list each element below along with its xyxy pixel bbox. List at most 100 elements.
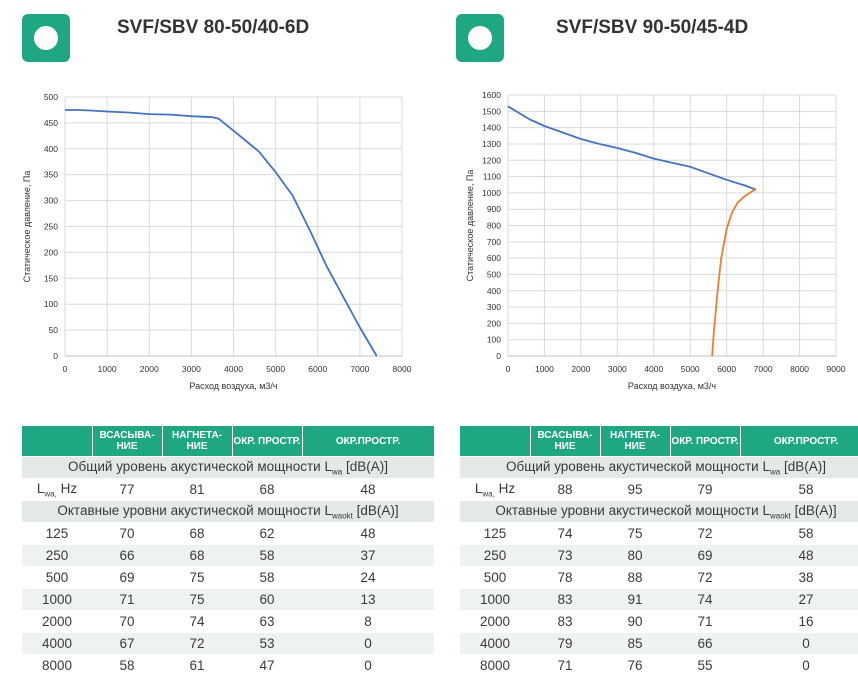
header-discharge: НАГНЕТА-НИЕ [162, 426, 233, 457]
table-row: 4000 79 85 66 0 [460, 632, 858, 655]
lwa-surroundings: 68 [232, 478, 302, 501]
cell: 75 [162, 588, 232, 611]
x-tick-label: 1000 [535, 364, 554, 374]
y-tick-label: 350 [44, 170, 58, 180]
freq: 250 [460, 544, 530, 567]
cell: 37 [302, 544, 434, 567]
header-surroundings: ОКР. ПРОСТР. [670, 426, 741, 457]
y-tick-label: 800 [487, 221, 501, 231]
table-header-row: ВСАСЫВА-НИЕ НАГНЕТА-НИЕ ОКР. ПРОСТР. ОКР… [460, 426, 858, 457]
freq: 500 [460, 566, 530, 589]
logo-icon [22, 14, 70, 62]
table-row: 2000 70 74 63 8 [22, 610, 434, 633]
cell: 74 [162, 610, 232, 633]
cell: 68 [162, 544, 232, 567]
y-tick-label: 0 [496, 351, 501, 361]
table-row: 8000 71 76 55 0 [460, 654, 858, 677]
y-tick-label: 0 [53, 351, 58, 361]
cell: 63 [232, 610, 302, 633]
freq: 8000 [460, 654, 530, 677]
cell: 13 [302, 588, 434, 611]
cell: 71 [92, 588, 162, 611]
y-tick-label: 250 [44, 222, 58, 232]
header-discharge: НАГНЕТА-НИЕ [600, 426, 671, 457]
x-tick-label: 3000 [608, 364, 627, 374]
y-tick-label: 200 [487, 318, 501, 328]
cell: 0 [302, 654, 434, 677]
total-label: Общий уровень акустической мощности Lwa … [460, 456, 858, 479]
cell: 61 [162, 654, 232, 677]
y-tick-label: 1400 [482, 123, 501, 133]
cell: 53 [232, 632, 302, 655]
freq: 2000 [460, 610, 530, 633]
cell: 58 [232, 544, 302, 567]
cell: 90 [600, 610, 670, 633]
table-row: Lwa, Hz 88 95 79 58 [460, 478, 858, 501]
freq: 500 [22, 566, 92, 589]
cell: 71 [530, 654, 600, 677]
cell: 71 [670, 610, 740, 633]
table-row: 500 69 75 58 24 [22, 566, 434, 589]
freq: 1000 [460, 588, 530, 611]
x-tick-label: 0 [63, 364, 68, 374]
x-tick-label: 8000 [393, 364, 412, 374]
x-tick-label: 5000 [681, 364, 700, 374]
y-tick-label: 500 [487, 269, 501, 279]
lwa-surroundings: 79 [670, 478, 740, 501]
cell: 72 [670, 522, 740, 545]
acoustic-table: ВСАСЫВА-НИЕ НАГНЕТА-НИЕ ОКР. ПРОСТР. ОКР… [460, 426, 858, 677]
x-tick-label: 1000 [98, 364, 117, 374]
y-tick-label: 400 [487, 286, 501, 296]
table-row: 125 70 68 62 48 [22, 522, 434, 545]
header-suction: ВСАСЫВА-НИЕ [530, 426, 601, 457]
cell: 80 [600, 544, 670, 567]
header-surroundings: ОКР. ПРОСТР. [232, 426, 303, 457]
table-row: 500 78 88 72 38 [460, 566, 858, 589]
x-axis-label: Расход воздуха, м3/ч [628, 381, 717, 391]
cell: 60 [232, 588, 302, 611]
y-tick-label: 900 [487, 204, 501, 214]
lwa-suction: 77 [92, 478, 162, 501]
cell: 58 [232, 566, 302, 589]
table-row: 250 66 68 58 37 [22, 544, 434, 567]
cell: 62 [232, 522, 302, 545]
cell: 58 [92, 654, 162, 677]
table-row: 1000 83 91 74 27 [460, 588, 858, 611]
freq: 125 [22, 522, 92, 545]
lwa-label: Lwa, Hz [22, 478, 92, 501]
y-tick-label: 700 [487, 237, 501, 247]
cell: 74 [670, 588, 740, 611]
x-tick-label: 2000 [140, 364, 159, 374]
panel-right: SVF/SBV 90-50/45-4D 0 100 200 300 400 500 600 7… [436, 0, 858, 688]
cell: 76 [600, 654, 670, 677]
y-tick-label: 1200 [482, 155, 501, 165]
freq: 1000 [22, 588, 92, 611]
cell: 75 [162, 566, 232, 589]
cell: 58 [740, 522, 858, 545]
y-tick-label: 150 [44, 273, 58, 283]
panel-left: SVF/SBV 80-50/40-6D 0 50 100 150 200 250 300 35… [0, 0, 435, 688]
lwa-label: Lwa, Hz [460, 478, 530, 501]
x-axis-label: Расход воздуха, м3/ч [189, 381, 278, 391]
cell: 47 [232, 654, 302, 677]
y-axis-label: Статическое давление, Па [465, 170, 475, 282]
cell: 0 [740, 654, 858, 677]
cell: 69 [92, 566, 162, 589]
cell: 55 [670, 654, 740, 677]
freq: 4000 [22, 632, 92, 655]
cell: 38 [740, 566, 858, 589]
y-tick-label: 300 [487, 302, 501, 312]
x-tick-label: 5000 [266, 364, 285, 374]
y-tick-label: 450 [44, 118, 58, 128]
y-tick-label: 400 [44, 144, 58, 154]
cell: 78 [530, 566, 600, 589]
x-tick-label: 6000 [308, 364, 327, 374]
octave-label-row: Октавные уровни акустической мощности Lw… [460, 500, 858, 523]
cell: 74 [530, 522, 600, 545]
model-title: SVF/SBV 90-50/45-4D [556, 17, 749, 38]
cell: 70 [92, 522, 162, 545]
y-tick-label: 1500 [482, 106, 501, 116]
lwa-suction: 88 [530, 478, 600, 501]
series-line-1 [711, 188, 757, 357]
